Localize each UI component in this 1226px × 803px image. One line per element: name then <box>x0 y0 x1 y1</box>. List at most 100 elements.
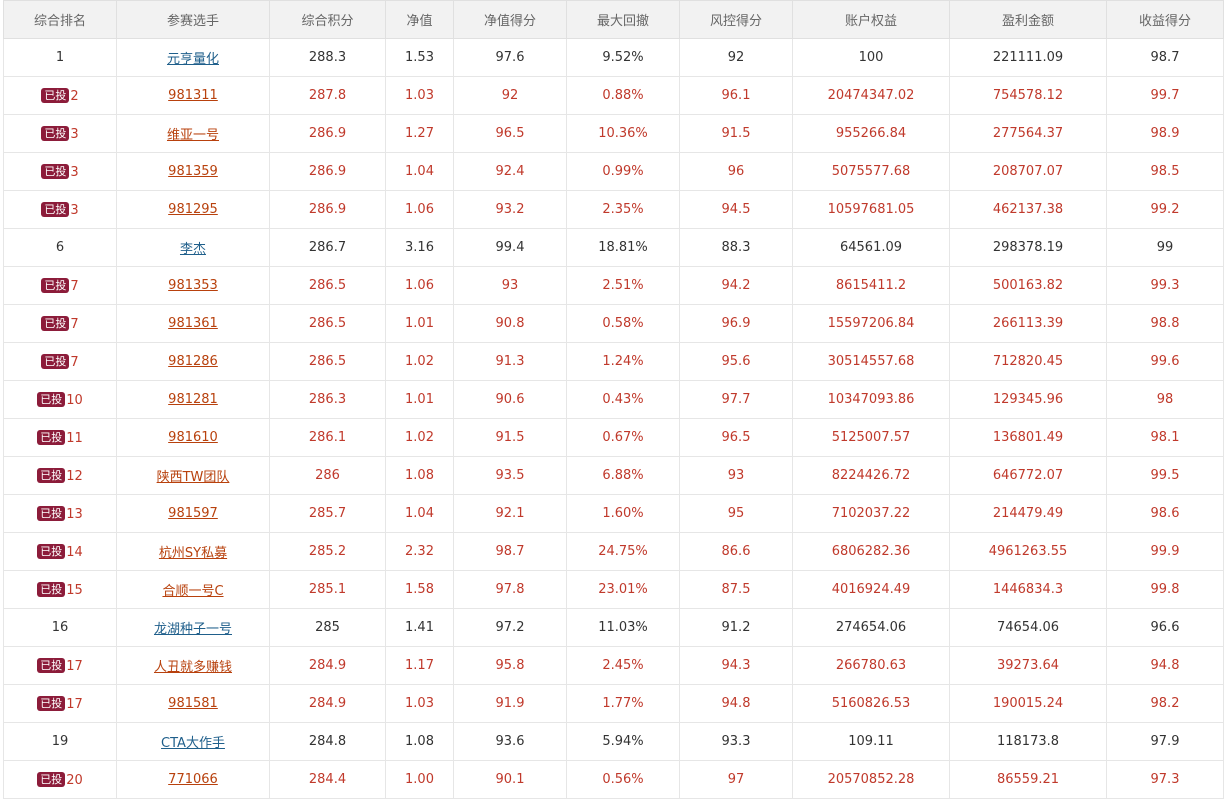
contestant-link[interactable]: 981295 <box>168 202 218 217</box>
header-max-drawdown[interactable]: 最大回撤 <box>566 0 680 39</box>
rank-cell: 已投 14 <box>3 532 117 571</box>
contestant-cell: 981610 <box>116 418 270 457</box>
max-drawdown-cell: 1.60% <box>566 494 680 533</box>
contestant-link[interactable]: 981281 <box>168 392 218 407</box>
max-drawdown-cell: 0.99% <box>566 152 680 191</box>
score-cell: 288.3 <box>269 38 386 77</box>
contestant-cell: CTA大作手 <box>116 722 270 761</box>
header-nav-score[interactable]: 净值得分 <box>453 0 567 39</box>
rank-cell: 1 <box>3 38 117 77</box>
score-cell: 285 <box>269 608 386 647</box>
table-row: 已投 3 维亚一号 286.9 1.27 96.5 10.36% 91.5 955266.84 2… <box>3 114 1224 153</box>
max-drawdown-cell: 24.75% <box>566 532 680 571</box>
contestant-link[interactable]: 元亨量化 <box>166 52 219 67</box>
contestant-link[interactable]: 981286 <box>168 354 218 369</box>
equity-cell: 10347093.86 <box>792 380 950 419</box>
score-cell: 286.5 <box>269 342 386 381</box>
rank-value: 13 <box>66 506 83 522</box>
contestant-link[interactable]: 杭州SY私募 <box>158 546 228 561</box>
nav-score-cell: 95.8 <box>453 646 567 685</box>
contestant-link[interactable]: CTA大作手 <box>161 736 225 751</box>
nav-score-cell: 90.6 <box>453 380 567 419</box>
profit-cell: 500163.82 <box>949 266 1107 305</box>
return-score-cell: 97.9 <box>1106 722 1224 761</box>
rank-cell: 已投 17 <box>3 646 117 685</box>
contestant-link[interactable]: 771066 <box>168 772 218 787</box>
risk-score-cell: 94.5 <box>679 190 793 229</box>
contestant-cell: 981597 <box>116 494 270 533</box>
risk-score-cell: 87.5 <box>679 570 793 609</box>
contestant-link[interactable]: 981361 <box>168 316 218 331</box>
equity-cell: 20570852.28 <box>792 760 950 799</box>
profit-cell: 190015.24 <box>949 684 1107 723</box>
nav-cell: 1.04 <box>385 494 454 533</box>
invested-badge: 已投 <box>37 391 66 407</box>
header-profit[interactable]: 盈利金额 <box>949 0 1107 39</box>
nav-cell: 1.06 <box>385 190 454 229</box>
risk-score-cell: 97 <box>679 760 793 799</box>
table-row: 已投 7 981361 286.5 1.01 90.8 0.58% 96.9 15597206.… <box>3 304 1224 343</box>
risk-score-cell: 96.9 <box>679 304 793 343</box>
contestant-link[interactable]: 陕西TW团队 <box>156 470 230 485</box>
header-return-score[interactable]: 收益得分 <box>1106 0 1224 39</box>
invested-badge: 已投 <box>37 771 66 787</box>
header-score[interactable]: 综合积分 <box>269 0 386 39</box>
score-cell: 284.9 <box>269 684 386 723</box>
contestant-cell: 981286 <box>116 342 270 381</box>
equity-cell: 100 <box>792 38 950 77</box>
table-row: 6 李杰 286.7 3.16 99.4 18.81% 88.3 64561.09 298378… <box>3 228 1224 267</box>
score-cell: 286.3 <box>269 380 386 419</box>
contestant-link[interactable]: 981581 <box>168 696 218 711</box>
profit-cell: 754578.12 <box>949 76 1107 115</box>
contestant-link[interactable]: 981610 <box>168 430 218 445</box>
contestant-link[interactable]: 龙湖种子一号 <box>153 622 232 637</box>
nav-score-cell: 90.1 <box>453 760 567 799</box>
header-contestant[interactable]: 参赛选手 <box>116 0 270 39</box>
header-risk-score[interactable]: 风控得分 <box>679 0 793 39</box>
contestant-link[interactable]: 981359 <box>168 164 218 179</box>
table-row: 已投 10 981281 286.3 1.01 90.6 0.43% 97.7 10347093… <box>3 380 1224 419</box>
equity-cell: 4016924.49 <box>792 570 950 609</box>
profit-cell: 129345.96 <box>949 380 1107 419</box>
nav-cell: 1.53 <box>385 38 454 77</box>
contestant-link[interactable]: 维亚一号 <box>166 128 219 143</box>
invested-badge: 已投 <box>41 353 70 369</box>
nav-cell: 1.08 <box>385 456 454 495</box>
rank-cell: 已投 11 <box>3 418 117 457</box>
equity-cell: 5075577.68 <box>792 152 950 191</box>
invested-badge: 已投 <box>41 87 70 103</box>
max-drawdown-cell: 0.43% <box>566 380 680 419</box>
contestant-link[interactable]: 981353 <box>168 278 218 293</box>
nav-score-cell: 93.2 <box>453 190 567 229</box>
table-row: 已投 14 杭州SY私募 285.2 2.32 98.7 24.75% 86.6 6806282… <box>3 532 1224 571</box>
rank-value: 6 <box>55 240 65 255</box>
risk-score-cell: 93.3 <box>679 722 793 761</box>
nav-cell: 1.02 <box>385 418 454 457</box>
contestant-cell: 771066 <box>116 760 270 799</box>
nav-cell: 1.03 <box>385 684 454 723</box>
contestant-link[interactable]: 981597 <box>168 506 218 521</box>
risk-score-cell: 95.6 <box>679 342 793 381</box>
header-equity[interactable]: 账户权益 <box>792 0 950 39</box>
nav-score-cell: 91.5 <box>453 418 567 457</box>
score-cell: 285.2 <box>269 532 386 571</box>
header-nav[interactable]: 净值 <box>385 0 454 39</box>
profit-cell: 214479.49 <box>949 494 1107 533</box>
contestant-link[interactable]: 合顺一号C <box>162 584 224 599</box>
contestant-link[interactable]: 981311 <box>168 88 218 103</box>
risk-score-cell: 94.8 <box>679 684 793 723</box>
contestant-link[interactable]: 人丑就多赚钱 <box>153 660 232 675</box>
header-row: 综合排名 参赛选手 综合积分 净值 净值得分 最大回撤 风控得分 账户权益 盈利… <box>3 0 1224 39</box>
rank-value: 3 <box>70 164 79 180</box>
score-cell: 286.9 <box>269 152 386 191</box>
invested-badge: 已投 <box>41 315 70 331</box>
return-score-cell: 98.9 <box>1106 114 1224 153</box>
return-score-cell: 98.1 <box>1106 418 1224 457</box>
return-score-cell: 99 <box>1106 228 1224 267</box>
nav-score-cell: 97.6 <box>453 38 567 77</box>
header-rank[interactable]: 综合排名 <box>3 0 117 39</box>
contestant-link[interactable]: 李杰 <box>179 242 206 257</box>
rank-value: 10 <box>66 392 83 408</box>
nav-score-cell: 93 <box>453 266 567 305</box>
